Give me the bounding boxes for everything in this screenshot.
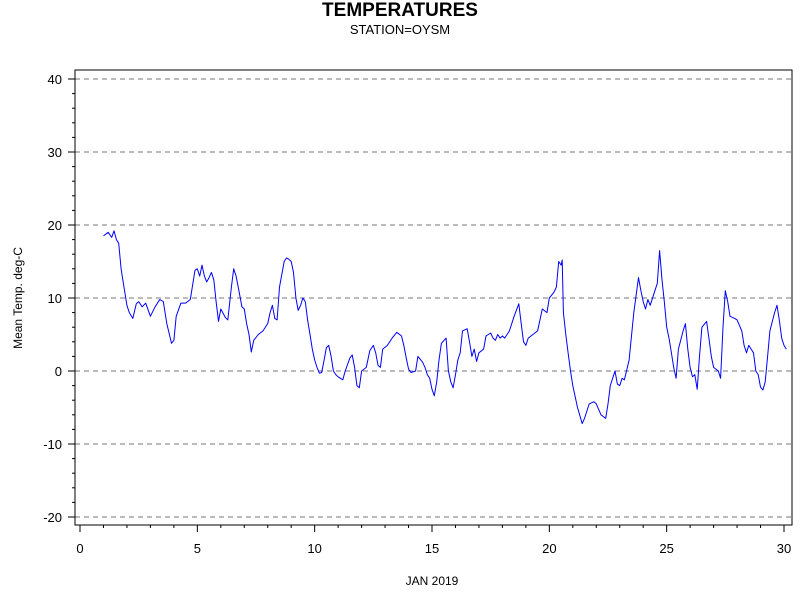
x-tick-label: 25 bbox=[659, 541, 673, 556]
y-tick-label: 20 bbox=[48, 218, 62, 233]
chart-subtitle: STATION=OYSM bbox=[349, 22, 451, 37]
chart-title: TEMPERATURES bbox=[322, 0, 478, 21]
axes: -20 -10 0 10 20 30 40 0 5 10 15 20 25 30 bbox=[43, 72, 791, 556]
x-tick-label: 0 bbox=[76, 541, 83, 556]
gridlines bbox=[75, 78, 792, 518]
x-tick-label: 30 bbox=[777, 541, 791, 556]
y-tick-label: 30 bbox=[48, 145, 62, 160]
data-layer bbox=[103, 230, 787, 425]
y-tick-label: 40 bbox=[48, 72, 62, 87]
y-tick-label: -20 bbox=[43, 510, 62, 525]
x-tick-label: 10 bbox=[307, 541, 321, 556]
y-tick-label: 0 bbox=[55, 364, 62, 379]
x-tick-label: 15 bbox=[425, 541, 439, 556]
temperature-series-line bbox=[103, 230, 787, 425]
x-tick-label: 20 bbox=[542, 541, 556, 556]
y-tick-label: -10 bbox=[43, 437, 62, 452]
y-tick-label: 10 bbox=[48, 291, 62, 306]
y-axis-label: Mean Temp. deg-C bbox=[11, 247, 25, 349]
x-axis-label: JAN 2019 bbox=[406, 574, 459, 588]
x-tick-label: 5 bbox=[194, 541, 201, 556]
plot-frame bbox=[74, 69, 793, 526]
